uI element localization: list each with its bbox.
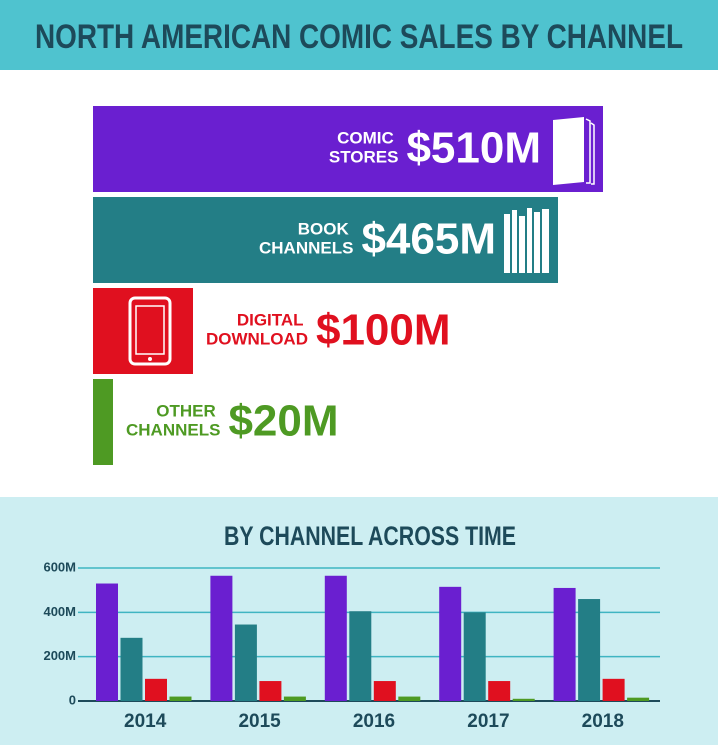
x-tick-label: 2016 xyxy=(353,711,395,732)
bar xyxy=(398,696,421,701)
bar xyxy=(512,698,535,701)
category-label: COMIC STORES xyxy=(329,129,399,167)
value-label: $465M xyxy=(361,215,496,264)
bar xyxy=(578,599,601,701)
y-tick-label: 600M xyxy=(43,559,76,574)
bar xyxy=(283,696,306,701)
value-label: $510M xyxy=(406,124,541,173)
y-tick-label: 0 xyxy=(69,692,76,707)
bar xyxy=(602,678,625,701)
bar xyxy=(210,575,233,701)
bar xyxy=(627,697,650,701)
bar xyxy=(169,696,192,701)
bar xyxy=(373,681,396,701)
bar xyxy=(120,637,143,701)
x-tick-label: 2018 xyxy=(582,711,624,732)
category-label: BOOK CHANNELS xyxy=(259,220,353,258)
x-tick-label: 2017 xyxy=(467,711,509,732)
bar xyxy=(96,583,118,701)
bar xyxy=(145,678,167,701)
bar xyxy=(553,587,576,701)
bar xyxy=(259,681,282,701)
category-label: DIGITAL DOWNLOAD xyxy=(206,311,308,349)
chart-title: NORTH AMERICAN COMIC SALES BY CHANNEL xyxy=(35,18,683,56)
bar xyxy=(488,681,511,701)
bar xyxy=(93,379,113,465)
bar xyxy=(93,197,558,283)
header-band xyxy=(0,0,718,70)
chart-title: BY CHANNEL ACROSS TIME xyxy=(224,521,516,551)
icons xyxy=(128,117,595,366)
category-label: OTHER CHANNELS xyxy=(126,402,220,440)
book-icon xyxy=(585,118,595,185)
bar xyxy=(463,612,486,701)
bar xyxy=(349,611,372,701)
bar xyxy=(93,106,603,192)
value-label: $20M xyxy=(228,397,338,446)
x-tick-label: 2014 xyxy=(124,711,167,732)
value-label: $100M xyxy=(316,306,451,355)
tablet-icon xyxy=(128,296,172,366)
books-icon xyxy=(504,208,549,273)
x-tick-label: 2015 xyxy=(238,711,281,732)
bar xyxy=(324,575,347,701)
bar xyxy=(439,586,462,701)
bar xyxy=(93,288,193,374)
y-tick-label: 400M xyxy=(43,604,76,619)
book-icon xyxy=(553,117,584,185)
bar xyxy=(234,624,257,701)
y-tick-label: 200M xyxy=(43,648,76,663)
